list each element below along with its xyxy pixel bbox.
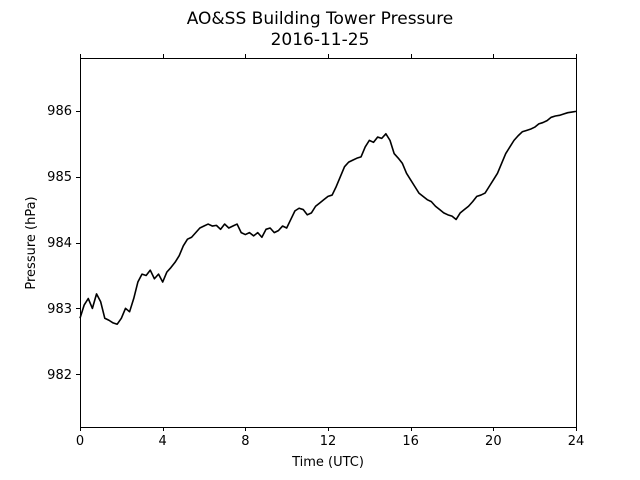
x-axis: 0 4 8 12 16 20 24	[76, 54, 584, 449]
x-tick-label: 20	[485, 434, 502, 449]
x-tick-label: 0	[76, 434, 84, 449]
x-tick-label: 4	[159, 434, 167, 449]
x-axis-label: Time (UTC)	[291, 455, 364, 470]
y-tick-label: 982	[47, 368, 72, 383]
chart-title: AO&SS Building Tower Pressure	[187, 9, 454, 29]
y-tick-label: 983	[47, 302, 72, 317]
chart-subtitle: 2016-11-25	[271, 30, 370, 50]
series-line-0	[79, 110, 577, 326]
plot-frame	[80, 58, 577, 428]
x-tick-label: 8	[241, 434, 249, 449]
plot-area	[79, 110, 577, 326]
x-tick-label: 16	[402, 434, 419, 449]
x-tick-label: 12	[320, 434, 337, 449]
y-tick-label: 985	[47, 170, 72, 185]
y-axis: 982 983 984 985 986	[47, 104, 80, 383]
x-tick-label: 24	[568, 434, 585, 449]
y-tick-label: 986	[47, 104, 72, 119]
y-axis-label: Pressure (hPa)	[24, 196, 39, 289]
y-tick-label: 984	[47, 236, 72, 251]
